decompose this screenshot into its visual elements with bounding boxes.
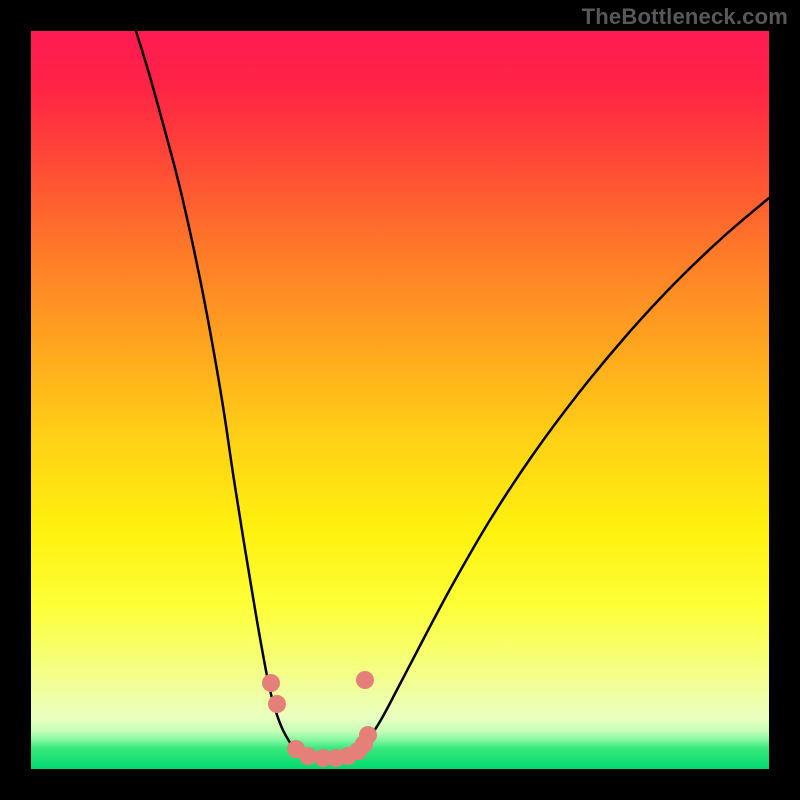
data-dot (262, 674, 280, 692)
data-dot (356, 671, 374, 689)
data-dot (359, 726, 377, 744)
data-dot (268, 695, 286, 713)
bottleneck-chart (0, 0, 800, 800)
watermark-text: TheBottleneck.com (582, 4, 788, 30)
chart-frame: { "watermark": { "text": "TheBottleneck.… (0, 0, 800, 800)
gradient-background (31, 31, 769, 769)
